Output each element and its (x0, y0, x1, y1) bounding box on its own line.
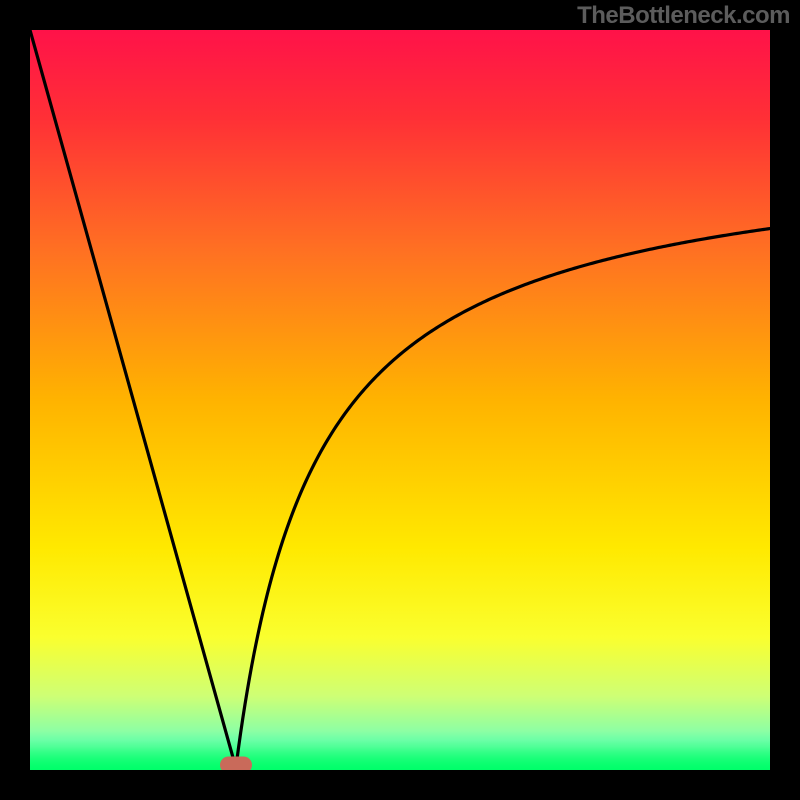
watermark-text: TheBottleneck.com (577, 2, 790, 30)
bottleneck-curve (30, 30, 770, 770)
optimum-marker (220, 756, 252, 770)
chart-container: TheBottleneck.com (0, 0, 800, 800)
plot-area (30, 30, 770, 770)
